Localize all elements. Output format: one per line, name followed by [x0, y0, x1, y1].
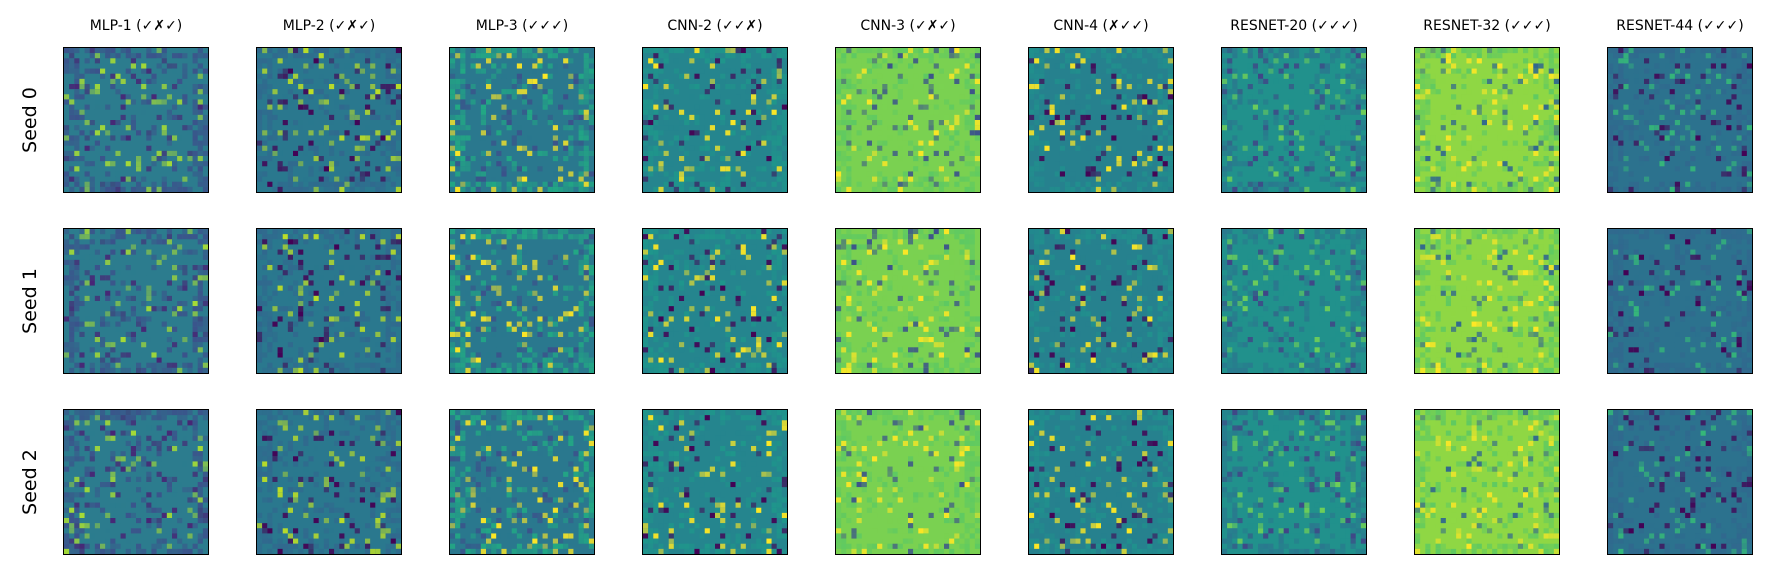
- feature-map-panel: [642, 47, 788, 193]
- feature-map-panel: [1607, 228, 1753, 374]
- feature-map-image: [1415, 48, 1559, 192]
- feature-map-panel: [1028, 47, 1174, 193]
- feature-map-panel: [642, 409, 788, 555]
- column-title-cnn-3: CNN-3 (✓✗✓): [860, 18, 956, 34]
- feature-map-image: [643, 48, 787, 192]
- feature-map-image: [64, 48, 208, 192]
- row-label-seed-0: Seed 0: [18, 47, 42, 193]
- feature-map-panel: [1414, 47, 1560, 193]
- feature-map-panel: [1607, 409, 1753, 555]
- feature-map-image: [1029, 48, 1173, 192]
- feature-map-image: [1222, 48, 1366, 192]
- feature-map-image: [1608, 410, 1752, 554]
- feature-map-panel: [256, 47, 402, 193]
- feature-map-image: [1222, 410, 1366, 554]
- feature-map-image: [64, 410, 208, 554]
- row-label-seed-2: Seed 2: [18, 409, 42, 555]
- feature-map-panel: [1028, 409, 1174, 555]
- feature-map-image: [836, 229, 980, 373]
- feature-map-panel: [1414, 228, 1560, 374]
- feature-map-panel: [835, 409, 981, 555]
- feature-map-panel: [1221, 409, 1367, 555]
- feature-map-image: [1222, 229, 1366, 373]
- feature-map-image: [836, 48, 980, 192]
- feature-map-image: [257, 48, 401, 192]
- feature-map-panel: [1028, 228, 1174, 374]
- feature-map-panel: [449, 409, 595, 555]
- feature-map-image: [643, 229, 787, 373]
- feature-map-panel: [835, 228, 981, 374]
- feature-map-panel: [63, 228, 209, 374]
- feature-map-image: [1608, 229, 1752, 373]
- row-label-text: Seed 1: [19, 268, 42, 334]
- feature-map-image: [450, 48, 594, 192]
- feature-map-image: [1029, 410, 1173, 554]
- feature-map-panel: [1221, 47, 1367, 193]
- row-label-text: Seed 0: [19, 87, 42, 153]
- feature-map-image: [257, 410, 401, 554]
- row-label-seed-1: Seed 1: [18, 228, 42, 374]
- feature-map-panel: [63, 409, 209, 555]
- feature-map-panel: [449, 228, 595, 374]
- column-title-mlp-1: MLP-1 (✓✗✓): [89, 18, 183, 34]
- feature-map-image: [1415, 410, 1559, 554]
- row-label-text: Seed 2: [19, 449, 42, 515]
- feature-map-panel: [256, 409, 402, 555]
- column-title-mlp-3: MLP-3 (✓✓✓): [475, 18, 569, 34]
- feature-map-panel: [1414, 409, 1560, 555]
- column-title-cnn-2: CNN-2 (✓✓✗): [667, 18, 763, 34]
- feature-map-image: [1415, 229, 1559, 373]
- column-title-resnet-20: RESNET-20 (✓✓✓): [1230, 18, 1358, 34]
- column-title-resnet-32: RESNET-32 (✓✓✓): [1423, 18, 1551, 34]
- column-title-mlp-2: MLP-2 (✓✗✓): [282, 18, 376, 34]
- feature-map-image: [1029, 229, 1173, 373]
- feature-map-image: [64, 229, 208, 373]
- column-title-resnet-44: RESNET-44 (✓✓✓): [1616, 18, 1744, 34]
- feature-map-panel: [1221, 228, 1367, 374]
- feature-map-panel: [642, 228, 788, 374]
- feature-map-image: [643, 410, 787, 554]
- feature-map-panel: [256, 228, 402, 374]
- feature-map-image: [257, 229, 401, 373]
- feature-map-panel: [835, 47, 981, 193]
- column-title-cnn-4: CNN-4 (✗✓✓): [1053, 18, 1149, 34]
- feature-map-panel: [63, 47, 209, 193]
- feature-map-image: [1608, 48, 1752, 192]
- feature-map-image: [450, 410, 594, 554]
- feature-map-image: [450, 229, 594, 373]
- feature-map-panel: [449, 47, 595, 193]
- feature-map-panel: [1607, 47, 1753, 193]
- feature-map-image: [836, 410, 980, 554]
